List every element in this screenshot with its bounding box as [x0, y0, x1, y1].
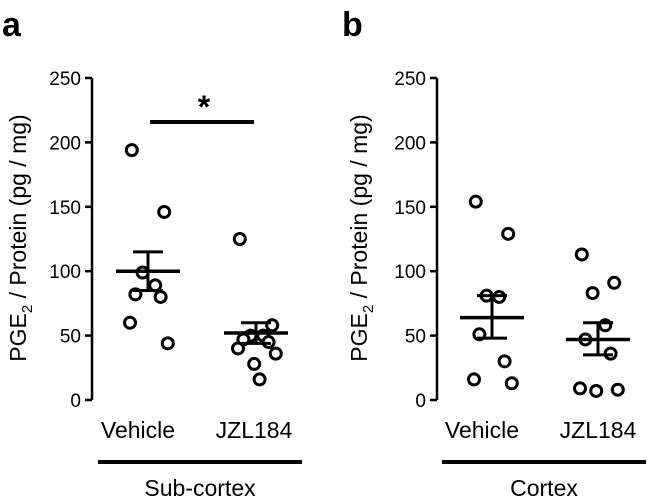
- data-point: [232, 232, 247, 246]
- data-point: [160, 336, 175, 351]
- y-tick-label: 200: [49, 133, 81, 154]
- y-axis: 0 50 100 150 200 250: [49, 69, 94, 412]
- y-tick-label: 250: [394, 69, 426, 90]
- x-tick-label-vehicle: Vehicle: [445, 417, 519, 443]
- data-point: [607, 275, 622, 290]
- data-marks: [116, 143, 288, 387]
- data-point: [157, 204, 172, 219]
- panel-letter: a: [2, 6, 22, 44]
- data-point: [468, 194, 483, 209]
- data-point: [610, 382, 625, 397]
- data-point: [585, 286, 600, 301]
- x-tick-label-jzl184: JZL184: [560, 417, 637, 443]
- y-tick-label: 150: [394, 198, 426, 219]
- y-axis-label: PGE2 / Protein (pg / mg): [5, 114, 36, 361]
- x-tick-label-vehicle: Vehicle: [101, 417, 175, 443]
- y-tick-label: 0: [70, 391, 81, 412]
- y-tick-label: 50: [405, 327, 426, 348]
- data-point: [589, 383, 604, 398]
- y-axis: 0 50 100 150 200 250: [394, 69, 439, 412]
- data-point: [573, 381, 587, 396]
- y-tick-label: 150: [49, 198, 81, 219]
- y-tick-label: 50: [60, 327, 81, 348]
- data-point: [268, 346, 283, 361]
- y-axis-label-main: PGE: [5, 313, 31, 362]
- x-tick-label-jzl184: JZL184: [216, 417, 293, 443]
- data-point: [467, 372, 481, 387]
- y-tick-label: 200: [394, 133, 426, 154]
- significance-marker: *: [198, 89, 211, 125]
- group-label: Cortex: [510, 475, 578, 501]
- data-marks: [460, 194, 630, 398]
- panel-b: b PGE2 / Protein (pg / mg) 0 50 100 150 200 2…: [342, 6, 646, 501]
- y-axis-label-subscript: 2: [360, 305, 377, 313]
- data-point: [123, 315, 137, 330]
- data-point: [124, 143, 139, 158]
- data-point: [574, 247, 589, 262]
- y-axis-label-subscript: 2: [19, 305, 36, 313]
- y-axis-label-rest: / Protein (pg / mg): [5, 114, 31, 304]
- data-point: [504, 376, 519, 391]
- panel-a: a PGE2 / Protein (pg / mg) 0 50 100 150 200 2…: [2, 6, 302, 501]
- data-point: [231, 341, 245, 356]
- data-point: [247, 356, 262, 371]
- y-axis-label: PGE2 / Protein (pg / mg): [346, 114, 377, 361]
- y-axis-label-rest: / Protein (pg / mg): [346, 114, 372, 304]
- y-tick-label: 100: [394, 262, 426, 283]
- data-point: [497, 354, 512, 369]
- group-label: Sub-cortex: [144, 475, 256, 501]
- y-tick-label: 100: [49, 262, 81, 283]
- data-point: [252, 372, 267, 387]
- y-tick-label: 0: [415, 391, 426, 412]
- data-point: [501, 226, 516, 241]
- panel-letter: b: [342, 6, 363, 44]
- y-tick-label: 250: [49, 69, 81, 90]
- y-axis-label-main: PGE: [346, 313, 372, 362]
- data-point: [153, 289, 168, 304]
